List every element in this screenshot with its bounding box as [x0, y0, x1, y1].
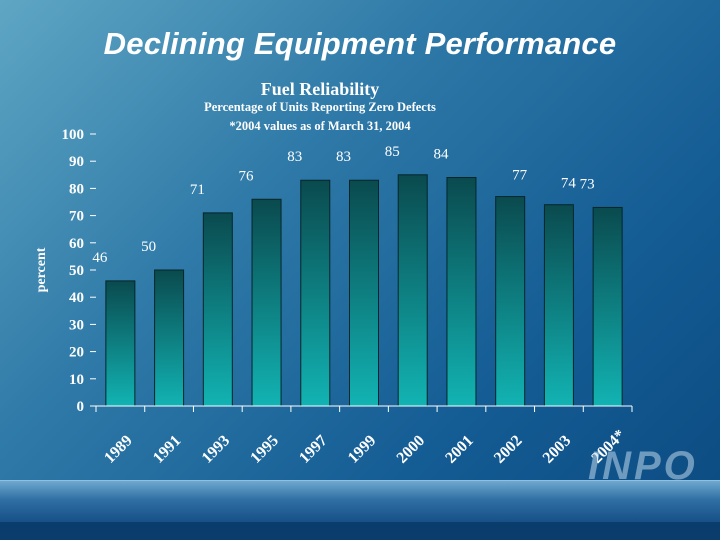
bar	[495, 196, 526, 407]
slide-title: Declining Equipment Performance	[103, 26, 617, 61]
x-tick-label: 2001	[442, 432, 477, 467]
footer-bar	[0, 480, 720, 524]
data-label: 76	[239, 168, 255, 184]
x-tick-label: 1995	[247, 432, 282, 467]
chart-title: Fuel Reliability	[261, 79, 380, 99]
data-label: 83	[287, 149, 302, 165]
y-tick-label: 80	[69, 181, 84, 197]
bar-chart: Fuel Reliability Percentage of Units Rep…	[34, 79, 633, 467]
y-tick-label: 50	[69, 263, 84, 279]
bar	[397, 174, 428, 407]
y-tick-label: 60	[69, 236, 84, 252]
data-label: 83	[336, 149, 351, 165]
y-tick-label: 100	[62, 127, 85, 143]
data-label: 85	[385, 144, 400, 160]
y-tick-label: 0	[77, 399, 85, 415]
y-tick-label: 70	[69, 209, 84, 225]
data-label: 71	[190, 182, 205, 198]
y-tick-label: 30	[69, 317, 84, 333]
x-tick-label: 2003	[540, 432, 575, 467]
x-tick-label: 1993	[199, 432, 234, 467]
x-tick-label: 1997	[296, 432, 331, 467]
bar	[202, 212, 233, 407]
bar	[592, 206, 623, 407]
x-tick-label: 2002	[491, 432, 526, 467]
footer-strip	[0, 522, 720, 540]
bar	[543, 204, 574, 407]
y-tick-label: 10	[69, 372, 84, 388]
bar	[105, 280, 136, 407]
y-axis-title: percent	[34, 247, 49, 292]
data-label: 84	[433, 147, 449, 163]
bar	[300, 179, 331, 407]
data-label: 74	[561, 176, 577, 192]
data-label: 73	[580, 176, 595, 192]
data-label: 46	[92, 250, 108, 266]
chart-subtitle-1: Percentage of Units Reporting Zero Defec…	[204, 100, 436, 114]
bar	[251, 198, 282, 407]
bar	[446, 177, 477, 407]
data-label: 50	[141, 239, 156, 255]
bar	[349, 179, 379, 407]
y-tick-label: 40	[69, 290, 84, 306]
chart-subtitle-2: *2004 values as of March 31, 2004	[229, 119, 411, 133]
bar	[154, 269, 185, 407]
x-tick-label: 1991	[150, 432, 185, 467]
plot-area: 0 10 20 30 40 50 60 70 80 90 100 46 50 71 76 83 83 85 84 77…	[62, 127, 633, 467]
y-tick-label: 20	[69, 345, 84, 361]
x-tick-label: 1989	[101, 432, 136, 467]
y-tick-label: 90	[69, 154, 84, 170]
x-tick-label: 1999	[345, 432, 380, 467]
data-label: 77	[512, 168, 528, 184]
x-tick-label: 2000	[394, 432, 429, 467]
